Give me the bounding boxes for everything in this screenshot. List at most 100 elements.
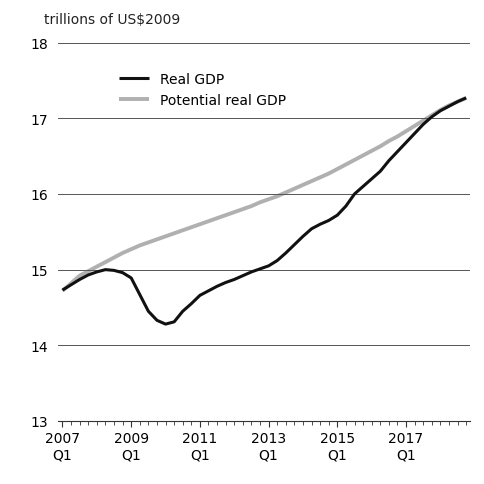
Potential real GDP (393, 134, 399, 140)
Potential real GDP (368, 149, 374, 154)
Potential real GDP (197, 222, 202, 227)
Real GDP (282, 251, 288, 257)
Line: Potential real GDP: Potential real GDP (62, 99, 465, 291)
Potential real GDP (377, 144, 382, 150)
Real GDP (308, 227, 314, 232)
Potential real GDP (402, 129, 408, 135)
Real GDP (360, 184, 365, 190)
Potential real GDP (265, 197, 271, 203)
Potential real GDP (248, 204, 254, 210)
Real GDP (145, 309, 151, 315)
Real GDP (402, 140, 408, 146)
Real GDP (377, 169, 382, 175)
Real GDP (300, 234, 305, 240)
Potential real GDP (334, 167, 340, 173)
Potential real GDP (128, 247, 134, 253)
Potential real GDP (257, 200, 262, 206)
Real GDP (462, 96, 468, 102)
Real GDP (162, 321, 168, 327)
Real GDP (102, 267, 108, 273)
Real GDP (411, 131, 417, 137)
Potential real GDP (120, 251, 125, 257)
Real GDP (197, 293, 202, 299)
Real GDP (385, 158, 391, 164)
Potential real GDP (214, 216, 220, 222)
Real GDP (60, 287, 65, 293)
Potential real GDP (102, 259, 108, 265)
Legend: Real GDP, Potential real GDP: Real GDP, Potential real GDP (119, 73, 286, 108)
Potential real GDP (154, 237, 160, 243)
Potential real GDP (205, 219, 211, 225)
Potential real GDP (145, 240, 151, 246)
Potential real GDP (171, 231, 177, 237)
Potential real GDP (85, 269, 91, 274)
Real GDP (445, 104, 451, 110)
Real GDP (111, 268, 117, 274)
Potential real GDP (291, 186, 297, 192)
Potential real GDP (162, 234, 168, 240)
Potential real GDP (282, 190, 288, 196)
Potential real GDP (94, 264, 100, 270)
Potential real GDP (462, 96, 468, 102)
Real GDP (454, 100, 459, 106)
Potential real GDP (428, 113, 434, 119)
Real GDP (188, 301, 194, 307)
Real GDP (94, 270, 100, 275)
Potential real GDP (342, 162, 348, 168)
Potential real GDP (60, 288, 65, 294)
Potential real GDP (420, 119, 425, 124)
Real GDP (437, 108, 442, 114)
Potential real GDP (76, 273, 82, 279)
Potential real GDP (454, 100, 459, 106)
Real GDP (334, 213, 340, 219)
Potential real GDP (180, 228, 185, 234)
Real GDP (342, 204, 348, 210)
Real GDP (257, 266, 262, 272)
Potential real GDP (136, 243, 142, 249)
Real GDP (428, 115, 434, 121)
Potential real GDP (111, 255, 117, 261)
Real GDP (325, 218, 331, 224)
Potential real GDP (68, 281, 74, 287)
Real GDP (136, 292, 142, 298)
Real GDP (180, 309, 185, 315)
Real GDP (420, 122, 425, 128)
Real GDP (240, 273, 245, 279)
Real GDP (291, 242, 297, 248)
Real GDP (68, 282, 74, 288)
Potential real GDP (188, 225, 194, 231)
Real GDP (85, 272, 91, 278)
Real GDP (128, 275, 134, 281)
Real GDP (317, 222, 322, 227)
Real GDP (222, 280, 228, 286)
Potential real GDP (325, 171, 331, 177)
Potential real GDP (222, 213, 228, 219)
Potential real GDP (351, 158, 357, 164)
Real GDP (368, 177, 374, 182)
Real GDP (231, 277, 237, 283)
Potential real GDP (300, 182, 305, 188)
Potential real GDP (385, 139, 391, 145)
Real GDP (265, 263, 271, 269)
Potential real GDP (317, 175, 322, 181)
Real GDP (76, 277, 82, 283)
Text: trillions of US$2009: trillions of US$2009 (44, 13, 180, 27)
Real GDP (214, 284, 220, 289)
Line: Real GDP: Real GDP (62, 99, 465, 324)
Potential real GDP (231, 210, 237, 215)
Potential real GDP (411, 124, 417, 130)
Real GDP (171, 319, 177, 325)
Real GDP (248, 270, 254, 275)
Potential real GDP (360, 153, 365, 159)
Potential real GDP (437, 108, 442, 114)
Real GDP (154, 318, 160, 324)
Potential real GDP (308, 179, 314, 184)
Real GDP (205, 288, 211, 294)
Potential real GDP (274, 194, 280, 200)
Potential real GDP (240, 207, 245, 212)
Real GDP (274, 258, 280, 264)
Potential real GDP (445, 103, 451, 109)
Real GDP (393, 150, 399, 155)
Real GDP (351, 192, 357, 197)
Real GDP (120, 270, 125, 276)
